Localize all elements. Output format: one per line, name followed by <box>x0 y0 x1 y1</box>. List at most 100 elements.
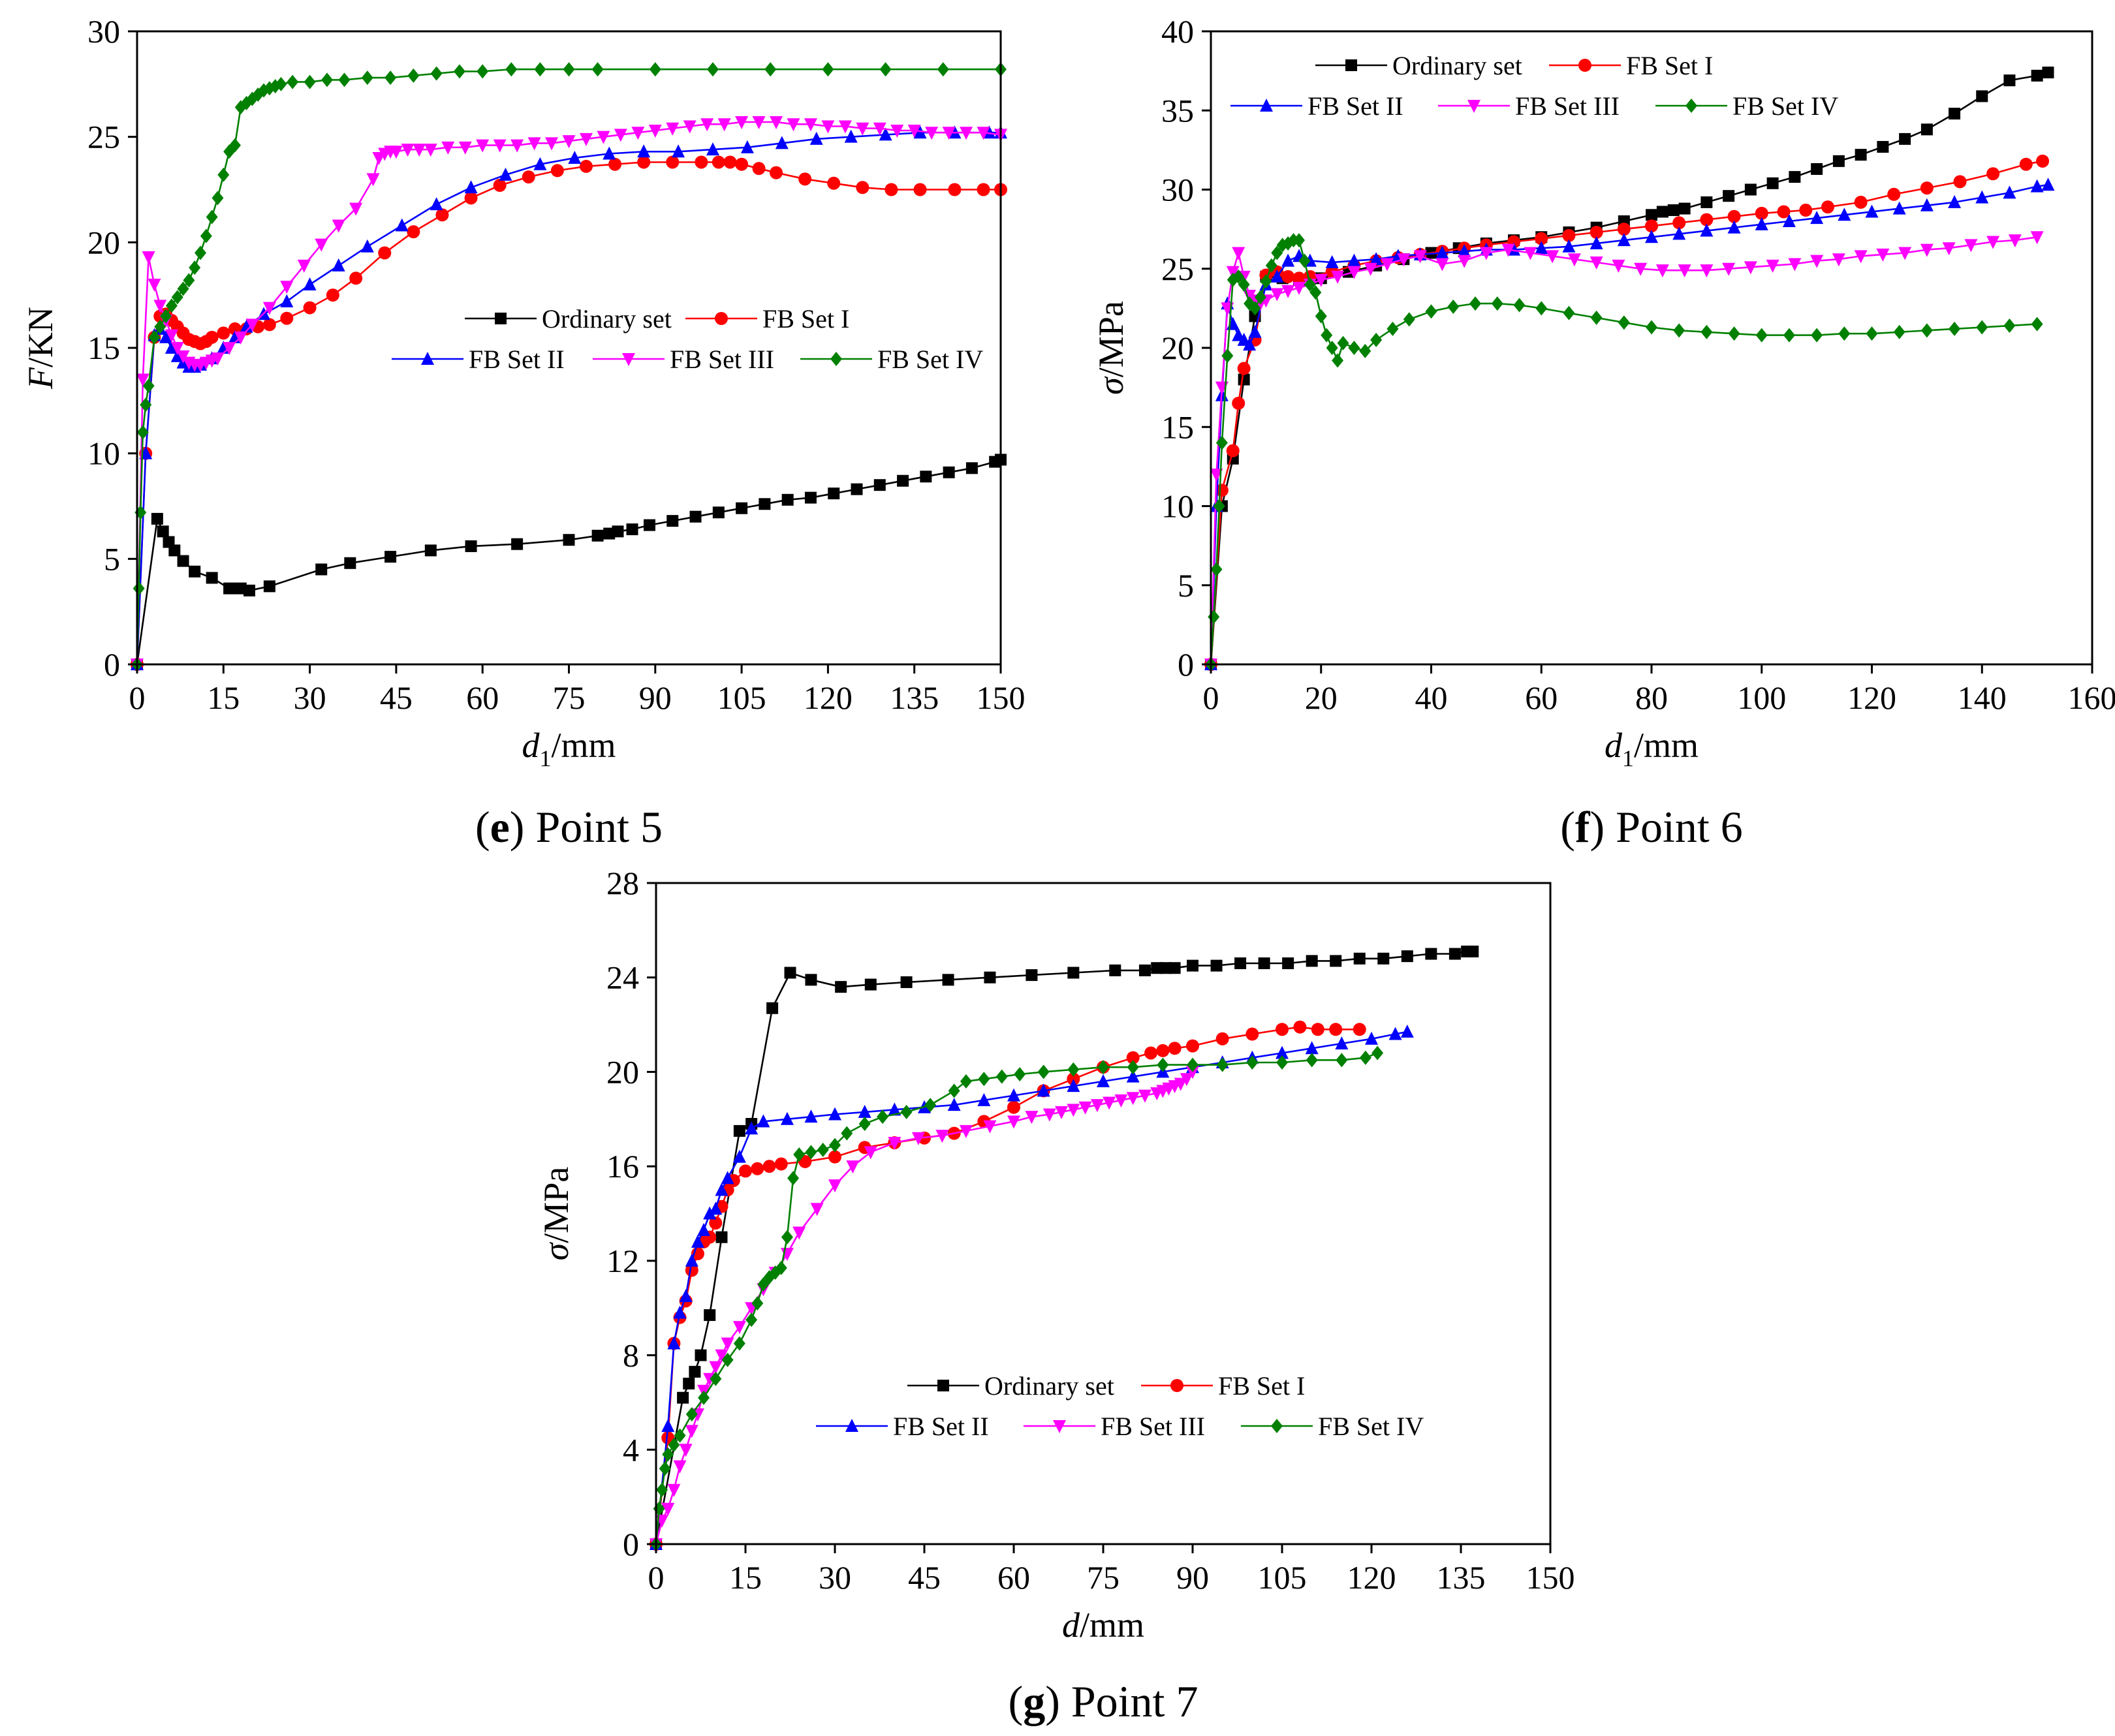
legend-marker <box>830 352 842 366</box>
data-point <box>545 137 559 151</box>
data-point <box>1524 247 1537 260</box>
legend-marker <box>1271 1419 1283 1433</box>
data-point <box>1215 484 1229 497</box>
data-point <box>817 1142 829 1157</box>
data-point <box>1314 273 1328 287</box>
data-point <box>1656 206 1668 218</box>
data-point <box>1326 341 1338 355</box>
y-tick-label: 10 <box>1161 488 1194 525</box>
data-point <box>228 138 241 153</box>
data-point <box>685 1425 698 1438</box>
data-point <box>1655 264 1669 278</box>
data-point <box>1700 264 1714 278</box>
legend-item: FB Set IV <box>1241 1412 1424 1441</box>
data-point <box>349 202 363 216</box>
data-point <box>721 1171 734 1185</box>
legend-item: FB Set II <box>816 1412 989 1441</box>
data-point <box>1293 1020 1307 1034</box>
y-axis-variable: σ <box>1091 376 1131 395</box>
legend-label: FB Set II <box>469 345 565 374</box>
y-tick-label: 16 <box>606 1148 639 1185</box>
legend-marker <box>1260 99 1273 112</box>
data-point <box>740 140 754 153</box>
y-tick-label: 8 <box>623 1337 639 1374</box>
data-point <box>349 271 363 285</box>
panel-caption: (f) Point 6 <box>1560 802 1743 852</box>
data-point <box>315 563 328 576</box>
data-point <box>280 311 294 325</box>
data-point <box>1811 328 1823 343</box>
data-point <box>1249 301 1261 316</box>
data-point <box>234 331 247 345</box>
x-tick-label: 45 <box>380 679 413 716</box>
data-point <box>911 1132 925 1145</box>
data-point <box>739 1164 752 1178</box>
data-point <box>689 1365 701 1378</box>
data-point <box>937 62 949 77</box>
data-point <box>1037 1064 1050 1079</box>
data-point <box>900 976 913 988</box>
legend-marker <box>1467 100 1480 113</box>
legend-item: Ordinary set <box>907 1371 1114 1401</box>
data-point <box>1042 1108 1056 1122</box>
data-point <box>476 139 490 153</box>
data-point <box>1401 950 1413 963</box>
legend-marker <box>1685 99 1697 113</box>
data-point <box>148 330 161 345</box>
data-point <box>303 277 317 290</box>
x-tick-label: 30 <box>819 1559 851 1596</box>
data-point <box>304 74 316 89</box>
data-point <box>297 259 311 273</box>
data-point <box>1127 1060 1139 1075</box>
data-point <box>1986 167 2000 181</box>
data-point <box>303 301 317 315</box>
data-point <box>1103 1096 1116 1110</box>
data-point <box>160 309 172 324</box>
data-point <box>673 1305 687 1319</box>
data-point <box>762 1160 776 1173</box>
y-axis-label: σ/MPa <box>537 1167 576 1261</box>
data-point <box>177 555 189 567</box>
data-point <box>1210 959 1223 972</box>
axis-ticks: 0 20 40 60 80 100 120 140 160 0 5 10 15 20 25 30 35 40 <box>1161 13 2115 716</box>
panel-title: Point 6 <box>1616 802 1743 852</box>
x-axis-subscript: 1 <box>539 745 551 771</box>
data-point <box>430 66 443 81</box>
data-point <box>1337 335 1349 350</box>
data-point <box>597 131 610 144</box>
data-point <box>841 1126 853 1141</box>
data-point <box>153 300 167 313</box>
data-point <box>733 1336 745 1351</box>
data-point <box>856 181 870 194</box>
data-point <box>1435 258 1449 271</box>
data-point <box>493 139 507 153</box>
data-point <box>168 544 181 557</box>
panel-title: Point 7 <box>1071 1677 1198 1726</box>
data-point <box>685 1253 698 1267</box>
data-point <box>464 191 478 205</box>
data-point <box>851 483 863 495</box>
data-point <box>721 1337 734 1351</box>
data-point <box>1281 253 1295 267</box>
data-point <box>211 352 225 366</box>
panel-letter: f <box>1575 802 1591 852</box>
data-point <box>534 62 546 77</box>
data-point <box>164 341 178 354</box>
data-point <box>890 124 904 138</box>
data-point <box>1144 1046 1158 1060</box>
data-point <box>1353 952 1366 965</box>
data-point <box>885 183 898 196</box>
data-point <box>1305 1041 1319 1055</box>
data-point <box>735 116 749 130</box>
data-point <box>1832 155 1845 167</box>
series-fb-set-iv <box>650 1046 1384 1551</box>
x-axis-unit: /mm <box>551 726 616 765</box>
y-tick-label: 24 <box>606 959 639 996</box>
data-point <box>1292 281 1306 295</box>
data-point <box>1727 220 1741 234</box>
chart-legend: Ordinary set FB Set I FB Set II FB Set III F… <box>816 1371 1424 1441</box>
data-point <box>1109 964 1121 976</box>
data-point <box>805 974 817 986</box>
data-point <box>217 167 230 182</box>
data-point <box>1892 201 1906 215</box>
